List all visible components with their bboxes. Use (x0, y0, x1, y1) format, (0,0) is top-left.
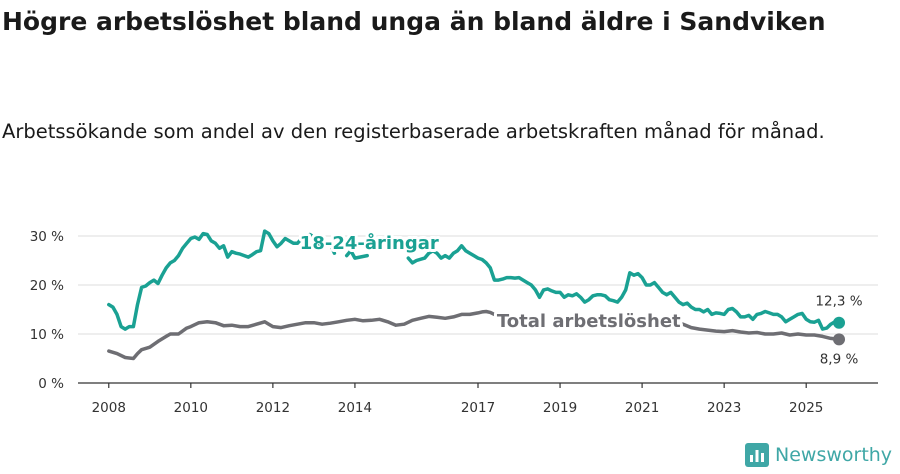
x-tick-label: 2025 (789, 400, 823, 416)
x-tick-label: 2012 (256, 400, 290, 416)
x-tick-label: 2019 (543, 400, 577, 416)
x-tick-label: 2008 (92, 400, 126, 416)
bar-chart-logo-icon (745, 443, 769, 467)
y-tick-label: 20 % (30, 278, 64, 294)
y-tick-label: 10 % (30, 327, 64, 343)
newsworthy-logo: Newsworthy (745, 443, 892, 467)
y-tick-label: 0 % (38, 376, 64, 392)
y-tick-label: 30 % (30, 229, 64, 245)
series-label-youth: 18-24-åringar (300, 232, 439, 254)
chart-title: Högre arbetslöshet bland unga än bland ä… (2, 7, 826, 36)
series-layer (107, 229, 846, 361)
grid-layer (78, 235, 878, 335)
chart-subtitle: Arbetssökande som andel av den registerb… (2, 120, 825, 143)
end-label-youth: 12,3 % (815, 294, 862, 310)
series-line-total (107, 309, 841, 361)
end-label-total: 8,9 % (820, 351, 859, 367)
x-tick-label: 2014 (338, 400, 372, 416)
x-tick-label: 2023 (707, 400, 741, 416)
end-point-youth (833, 316, 846, 329)
series-line-youth (107, 229, 841, 331)
axis-layer: 0 % 10 % 20 % 30 % 2008 2010 2012 2014 2017 2019 2… (30, 229, 878, 416)
end-point-total (833, 333, 846, 346)
x-tick-label: 2021 (625, 400, 659, 416)
brand-name: Newsworthy (775, 444, 893, 466)
x-tick-label: 2010 (174, 400, 208, 416)
label-layer: 12,3 % 8,9 % 18-24-åringar Total arbetslösh… (297, 229, 863, 367)
x-tick-label: 2017 (461, 400, 495, 416)
series-label-total: Total arbetslöshet (497, 311, 681, 332)
